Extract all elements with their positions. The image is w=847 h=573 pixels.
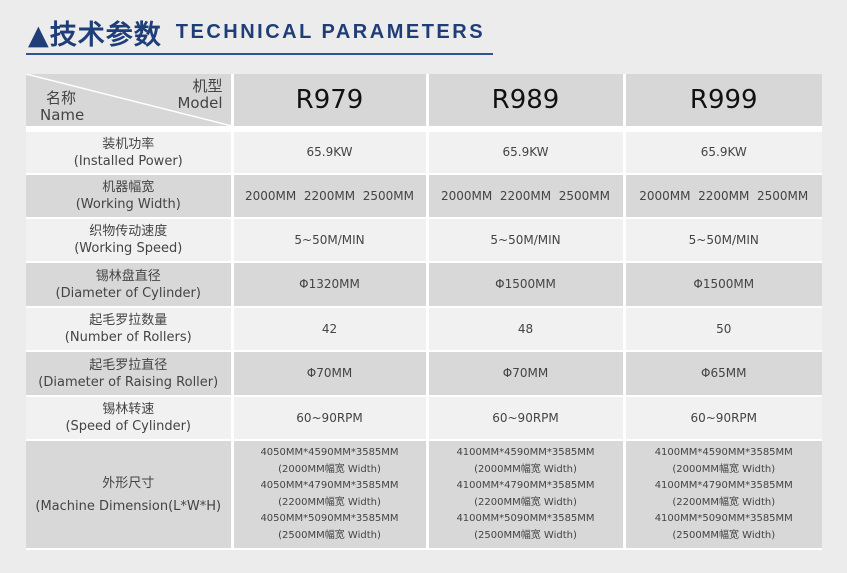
param-value: 60~90RPM: [622, 396, 822, 441]
param-value: Φ70MM: [425, 351, 626, 397]
section-title: ▲技术参数 TECHNICAL PARAMETERS: [28, 14, 486, 51]
param-value: 60~90RPM: [230, 396, 429, 441]
table-row: 装机功率 (Installed Power) 65.9KW 65.9KW 65.9KW: [26, 132, 822, 175]
param-name-cn: 锡林转速: [102, 402, 155, 417]
dimension-line: (2200MM幅宽 Width): [474, 496, 577, 508]
param-name-en: (Number of Rollers): [64, 330, 192, 345]
param-value: 42: [230, 307, 429, 352]
param-value: 65.9KW: [622, 132, 822, 175]
param-value: 5~50M/MIN: [230, 218, 429, 263]
model-header: R989: [425, 74, 626, 126]
spec-table: 机型 Model 名称 Name R979 R989 R999 装机功率 (Insta…: [26, 74, 822, 550]
title-cn: ▲技术参数: [28, 19, 162, 51]
param-name: 锡林转速 (Speed of Cylinder): [26, 396, 234, 441]
model-label-cn: 机型: [192, 77, 223, 95]
dimension-line: 4100MM*5090MM*3585MM: [654, 513, 793, 524]
param-value: Φ1500MM: [425, 262, 626, 308]
title-en: TECHNICAL PARAMETERS: [175, 20, 486, 43]
param-name-cn: 外形尺寸: [102, 475, 155, 491]
param-name-en: (Diameter of Cylinder): [55, 285, 201, 301]
model-header: R999: [622, 74, 822, 126]
param-name-cn: 起毛罗拉直径: [89, 357, 168, 373]
table-row: 锡林盘直径 (Diameter of Cylinder) Φ1320MM Φ1500M…: [26, 262, 822, 308]
table-row: 织物传动速度 (Working Speed) 5~50M/MIN 5~50M/MIN 5…: [26, 218, 822, 263]
dimension-line: (2000MM幅宽 Width): [672, 463, 776, 475]
dimension-line: 4050MM*4590MM*3585MM: [260, 447, 399, 458]
param-value: 5~50M/MIN: [622, 218, 822, 263]
spacer: [26, 126, 822, 132]
param-name-en: (Speed of Cylinder): [65, 419, 192, 434]
param-value: 2000MM 2200MM 2500MM: [622, 174, 822, 219]
param-name: 起毛罗拉直径 (Diameter of Raising Roller): [26, 351, 234, 397]
param-name-cn: 机器幅宽: [102, 180, 155, 195]
dimension-line: 4100MM*5090MM*3585MM: [456, 513, 595, 524]
dimension-line: (2500MM幅宽 Width): [672, 529, 776, 541]
param-value: 2000MM 2200MM 2500MM: [425, 174, 626, 219]
dimension-line: (2500MM幅宽 Width): [474, 529, 577, 541]
param-name: 装机功率 (Installed Power): [26, 132, 234, 175]
name-label-cn: 名称: [46, 89, 77, 107]
table-row: 外形尺寸 (Machine Dimension(L*W*H) 4050MM*4590…: [26, 440, 822, 550]
dimension-line: (2000MM幅宽 Width): [278, 463, 381, 475]
param-name-cn: 装机功率: [102, 136, 155, 152]
param-value: 65.9KW: [425, 132, 626, 175]
table-row: 锡林转速 (Speed of Cylinder) 60~90RPM 60~90RPM 6…: [26, 396, 822, 441]
name-label-en: Name: [40, 106, 85, 124]
param-name-cn: 织物传动速度: [89, 224, 168, 239]
dimension-line: (2000MM幅宽 Width): [474, 463, 577, 475]
param-name-en: (Working Width): [75, 197, 181, 212]
param-value: Φ1320MM: [230, 262, 429, 308]
param-value: 5~50M/MIN: [425, 218, 626, 263]
dimension-line: (2200MM幅宽 Width): [278, 496, 381, 508]
param-name-en: (Machine Dimension(L*W*H): [35, 498, 222, 514]
header-row: 机型 Model 名称 Name R979 R989 R999: [26, 74, 822, 126]
param-name: 锡林盘直径 (Diameter of Cylinder): [26, 262, 234, 308]
param-name: 织物传动速度 (Working Speed): [26, 218, 234, 263]
dimension-line: 4100MM*4590MM*3585MM: [456, 447, 595, 458]
param-name-cn: 起毛罗拉数量: [89, 313, 168, 328]
corner-cell: 机型 Model 名称 Name: [26, 74, 234, 126]
table-row: 机器幅宽 (Working Width) 2000MM 2200MM 2500MM 2…: [26, 174, 822, 219]
dimension-line: 4100MM*4790MM*3585MM: [456, 480, 595, 491]
table-row: 起毛罗拉直径 (Diameter of Raising Roller) Φ70MM Φ…: [26, 351, 822, 397]
dimension-line: 4100MM*4790MM*3585MM: [654, 480, 793, 491]
dimension-line: (2200MM幅宽 Width): [672, 496, 776, 508]
dimension-line: 4100MM*4590MM*3585MM: [654, 447, 793, 458]
dimension-line: (2500MM幅宽 Width): [278, 529, 381, 541]
dimension-line: 4050MM*5090MM*3585MM: [260, 513, 399, 524]
param-name-en: (Installed Power): [73, 153, 183, 169]
param-name-en: (Working Speed): [74, 241, 183, 256]
param-value: Φ65MM: [622, 351, 822, 397]
param-value: 65.9KW: [230, 132, 429, 175]
param-value: Φ1500MM: [622, 262, 822, 308]
model-header: R979: [230, 74, 429, 126]
param-name-en: (Diameter of Raising Roller): [38, 374, 219, 390]
dimension-value: 4100MM*4590MM*3585MM (2000MM幅宽 Width) 4100…: [425, 440, 626, 550]
dimension-value: 4100MM*4590MM*3585MM (2000MM幅宽 Width) 4100…: [622, 440, 822, 550]
diagonal-divider: [26, 74, 232, 126]
param-name: 机器幅宽 (Working Width): [26, 174, 234, 219]
param-name: 起毛罗拉数量 (Number of Rollers): [26, 307, 234, 352]
param-name-cn: 锡林盘直径: [95, 268, 161, 284]
table-row: 起毛罗拉数量 (Number of Rollers) 42 48 50: [26, 307, 822, 352]
param-value: 2000MM 2200MM 2500MM: [230, 174, 429, 219]
dimension-line: 4050MM*4790MM*3585MM: [260, 480, 399, 491]
param-value: Φ70MM: [230, 351, 429, 397]
param-value: 48: [425, 307, 626, 352]
dimension-value: 4050MM*4590MM*3585MM (2000MM幅宽 Width) 4050…: [230, 440, 429, 550]
param-value: 60~90RPM: [425, 396, 626, 441]
param-name: 外形尺寸 (Machine Dimension(L*W*H): [26, 440, 234, 550]
title-underline: [26, 53, 493, 55]
param-value: 50: [622, 307, 822, 352]
model-label-en: Model: [177, 94, 223, 112]
